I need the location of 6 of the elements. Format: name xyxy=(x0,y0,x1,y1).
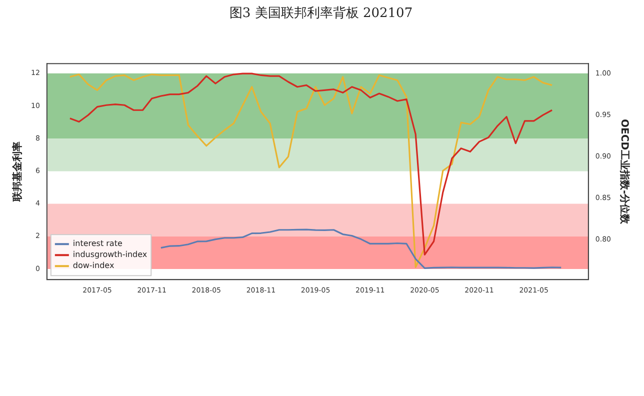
chart-title: 图3 美国联邦利率背板 202107 xyxy=(229,5,413,22)
legend-label: dow-index xyxy=(72,261,114,270)
legend-label: indusgrowth-index xyxy=(72,250,148,260)
y-axis-title: 联邦基金利率 xyxy=(12,142,24,203)
legend-label: interest rate xyxy=(72,239,122,248)
y2-axis-title: OECD工业指数-分位数 xyxy=(618,119,630,226)
